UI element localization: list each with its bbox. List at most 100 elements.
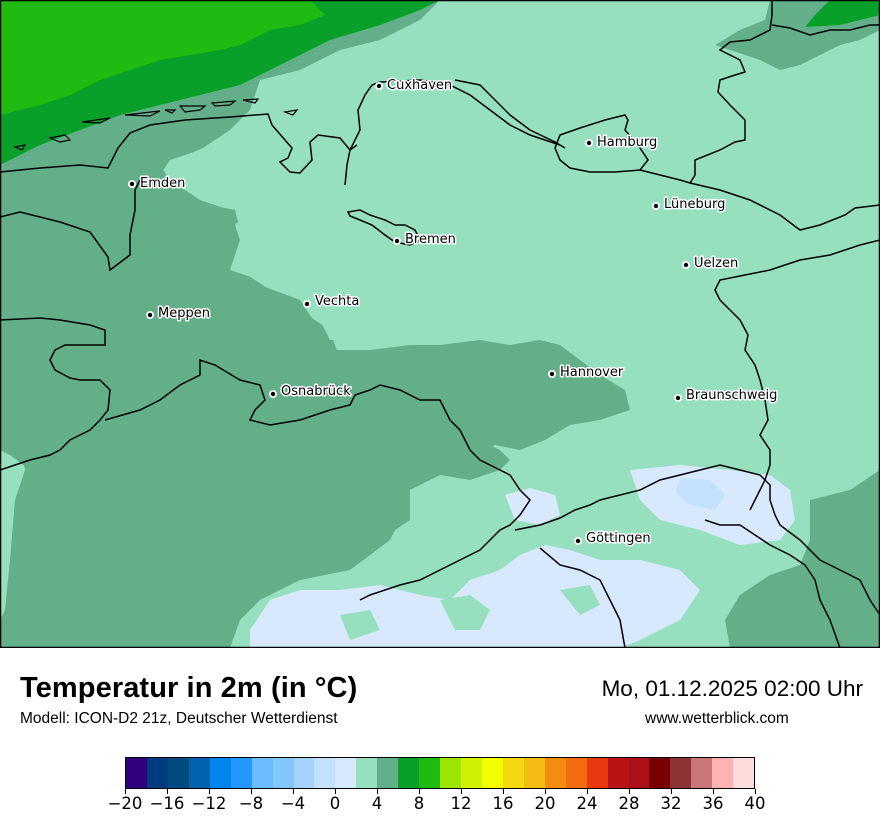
region-8-10-sea: [0, 0, 325, 115]
colorbar-tick-label: −4: [280, 794, 306, 813]
city-bremen: Bremen: [393, 231, 457, 249]
svg-text:Bremen: Bremen: [405, 232, 456, 247]
temperature-colorbar: [125, 757, 755, 789]
svg-text:Braunschweig: Braunschweig: [686, 388, 777, 403]
colorbar-tick-label: −20: [107, 794, 143, 813]
colorbar-tick: [418, 789, 420, 794]
city-markers: Cuxhaven Hamburg Emden Lüneburg Bremen U…: [128, 77, 779, 548]
colorbar-tick-label: 20: [534, 794, 556, 813]
colorbar-bin: [586, 758, 608, 788]
colorbar-tick: [502, 789, 504, 794]
city-lueneburg: Lüneburg: [652, 196, 727, 214]
colorbar-tick: [208, 789, 210, 794]
colorbar-bin: [126, 758, 147, 788]
colorbar-tick: [670, 789, 672, 794]
colorbar-tick: [460, 789, 462, 794]
colorbar-tick: [292, 789, 294, 794]
jade-bay: [344, 81, 381, 186]
svg-text:Hannover: Hannover: [560, 365, 624, 380]
website-link: www.wetterblick.com: [645, 710, 789, 727]
svg-text:Osnabrück: Osnabrück: [281, 384, 351, 399]
svg-text:Vechta: Vechta: [315, 294, 359, 309]
city-uelzen: Uelzen: [682, 255, 740, 273]
chart-title: Temperatur in 2m (in °C): [20, 672, 358, 704]
colorbar-bin: [481, 758, 503, 788]
colorbar-bin: [419, 758, 441, 788]
colorbar-bin: [670, 758, 692, 788]
colorbar-bin: [188, 758, 210, 788]
colorbar-ticks: −20 −16 −12 −8 −4 0 4 8 12 16 20 24 28 32 36 40: [108, 789, 766, 819]
city-emden: Emden: [128, 175, 187, 193]
region-2-4-west-pockets: [0, 445, 25, 620]
valid-datetime: Mo, 01.12.2025 02:00 Uhr: [601, 676, 863, 701]
colorbar-bin: [167, 758, 189, 788]
svg-text:Göttingen: Göttingen: [586, 531, 651, 546]
brandenburg-border: [714, 239, 880, 511]
coastline-ostfriesland: [0, 113, 358, 174]
city-hannover: Hannover: [548, 364, 625, 382]
bremen-border: [346, 209, 422, 246]
colorbar-tick: [712, 789, 714, 794]
colorbar-bin: [565, 758, 587, 788]
region-2-4-south-patches: [340, 585, 600, 640]
mv-coast: [771, 24, 880, 36]
colorbar-tick-label: −8: [238, 794, 264, 813]
colorbar-bin: [293, 758, 315, 788]
thuringia-border: [539, 547, 626, 648]
colorbar-bin: [230, 758, 252, 788]
colorbar-tick-label: 0: [329, 794, 341, 813]
region-4-6-southeast: [725, 470, 880, 648]
colorbar-tick-label: 16: [492, 794, 514, 813]
region-minus2-0-harz-core: [675, 478, 725, 510]
colorbar-tick-label: 4: [371, 794, 383, 813]
city-hamburg: Hamburg: [585, 134, 659, 152]
schleswig-holstein-border: [639, 0, 773, 184]
city-osnabrueck: Osnabrück: [269, 383, 353, 401]
colorbar-tick-label: 40: [744, 794, 766, 813]
colorbar-tick-label: 28: [618, 794, 640, 813]
colorbar-bin: [607, 758, 629, 788]
netherlands-border-south: [0, 317, 111, 471]
colorbar-bin: [691, 758, 713, 788]
colorbar-tick-label: 36: [702, 794, 724, 813]
city-goettingen: Göttingen: [574, 530, 652, 548]
colorbar-bin: [544, 758, 566, 788]
colorbar-tick: [376, 789, 378, 794]
colorbar-bin: [356, 758, 378, 788]
colorbar-bin: [398, 758, 420, 788]
city-meppen: Meppen: [146, 305, 211, 323]
svg-text:Meppen: Meppen: [158, 306, 210, 321]
colorbar-bin: [146, 758, 168, 788]
mecklenburg-border: [689, 182, 880, 231]
elbe-north: [454, 79, 566, 149]
svg-text:Hamburg: Hamburg: [597, 135, 657, 150]
colorbar-tick-label: 24: [576, 794, 598, 813]
colorbar-bin: [251, 758, 273, 788]
colorbar-bin: [523, 758, 545, 788]
svg-text:Uelzen: Uelzen: [694, 256, 738, 271]
colorbar-tick-label: −16: [149, 794, 185, 813]
elbe-south: [379, 79, 561, 146]
colorbar-tick: [628, 789, 630, 794]
region-4-6-emsland: [0, 145, 410, 648]
colorbar-tick: [754, 789, 756, 794]
hesse-border: [514, 464, 880, 616]
colorbar-bin: [377, 758, 399, 788]
region-4-6-hannover: [250, 340, 630, 455]
svg-text:Cuxhaven: Cuxhaven: [387, 78, 452, 93]
colorbar-bin: [314, 758, 336, 788]
colorbar-bin: [335, 758, 357, 788]
city-cuxhaven: Cuxhaven: [375, 77, 454, 95]
east-frisian-islands: [12, 98, 299, 151]
colorbar-tick: [334, 789, 336, 794]
colorbar-bin: [461, 758, 482, 788]
svg-text:Lüneburg: Lüneburg: [664, 197, 725, 212]
region-6-8-northeast: [805, 0, 880, 27]
colorbar-bin: [502, 758, 524, 788]
borders: [0, 0, 880, 648]
colorbar-bin: [733, 758, 755, 788]
colorbar-tick-label: 32: [660, 794, 682, 813]
city-braunschweig: Braunschweig: [674, 387, 779, 405]
colorbar-tick: [124, 789, 126, 794]
colorbar-bin: [628, 758, 650, 788]
